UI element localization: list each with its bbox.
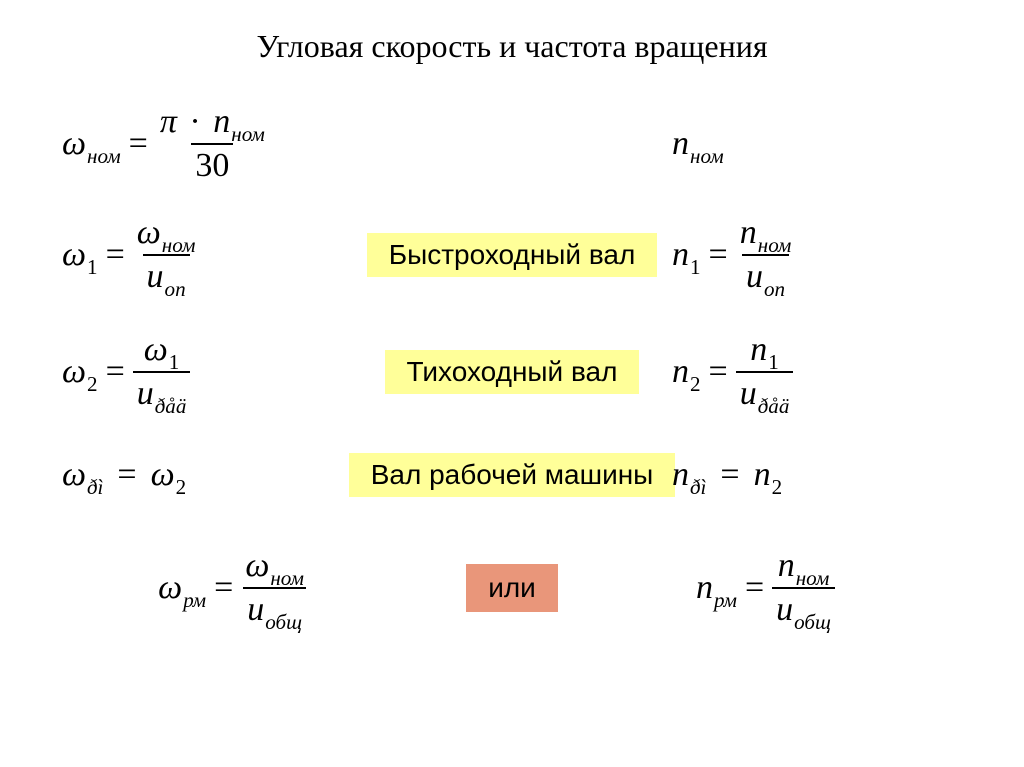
label-work-shaft: Вал рабочей машины bbox=[349, 453, 676, 497]
formula-n-nom: nном bbox=[672, 125, 724, 163]
formula-row-4: ωрм = ωном uобщ или nрм = nном uобщ bbox=[0, 528, 1024, 648]
formula-omega-rm-garbled: ωðì = ω2 bbox=[62, 456, 186, 494]
formula-row-1: ω1 = ωном uоп Быстроходный вал n1 = nном… bbox=[0, 196, 1024, 314]
formula-omega-1: ω1 = ωном uоп bbox=[62, 214, 199, 296]
formula-n-rm: nрм = nном uобщ bbox=[696, 547, 835, 629]
formula-n-rm-garbled: nðì = n2 bbox=[672, 456, 782, 494]
formula-n-1: n1 = nном uоп bbox=[672, 214, 795, 296]
formula-row-2: ω2 = ω1 uðåä Тихоходный вал n2 = n1 uðåä bbox=[0, 314, 1024, 430]
label-slow-shaft: Тихоходный вал bbox=[385, 350, 640, 394]
label-or: или bbox=[466, 564, 558, 612]
page-title: Угловая скорость и частота вращения bbox=[0, 0, 1024, 65]
label-fast-shaft: Быстроходный вал bbox=[367, 233, 658, 277]
formula-omega-2: ω2 = ω1 uðåä bbox=[62, 331, 190, 413]
formula-omega-rm: ωрм = ωном uобщ bbox=[158, 547, 308, 629]
formula-n-2: n2 = n1 uðåä bbox=[672, 331, 793, 413]
formula-omega-nom: ωном = π · nном 30 bbox=[62, 103, 269, 185]
formula-row-0: ωном = π · nном 30 nном bbox=[0, 91, 1024, 196]
formula-row-3: ωðì = ω2 Вал рабочей машины nðì = n2 bbox=[0, 430, 1024, 520]
